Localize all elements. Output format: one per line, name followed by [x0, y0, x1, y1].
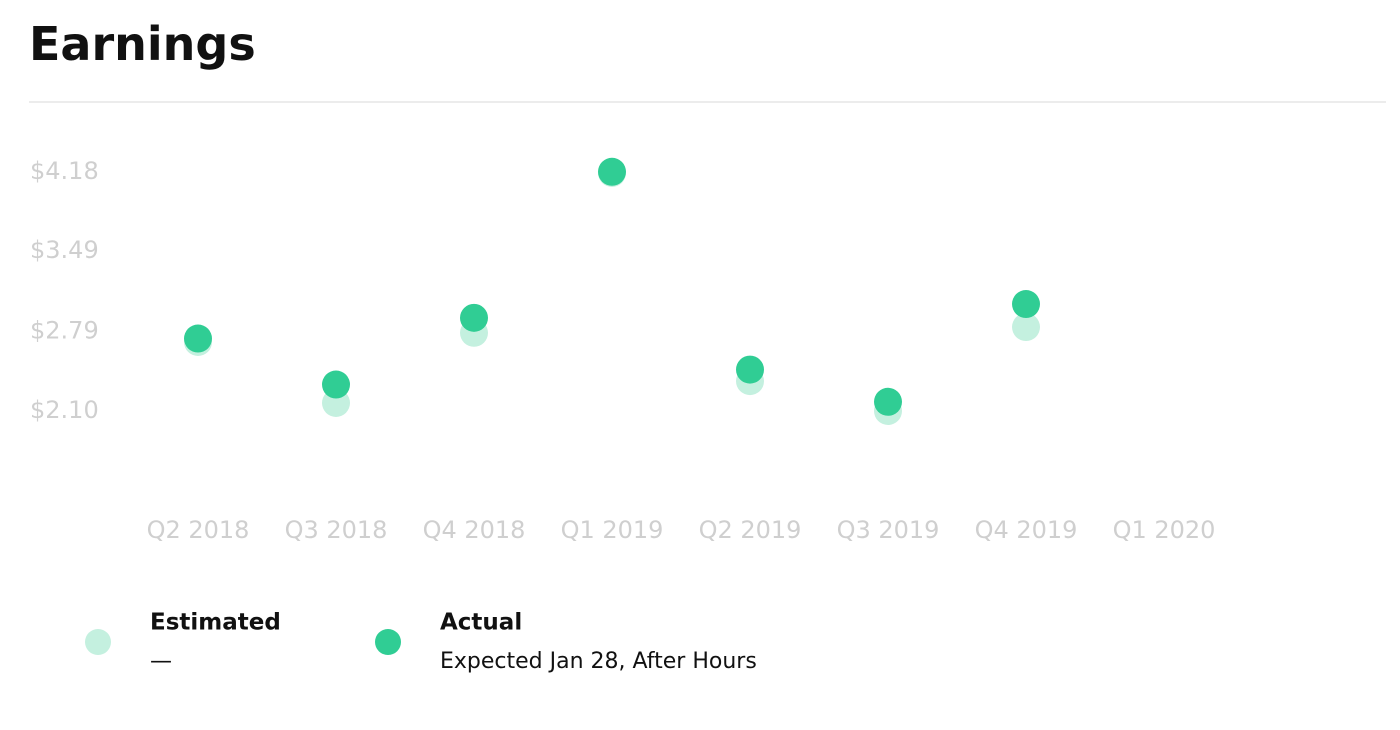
- legend-swatch: [375, 629, 401, 655]
- x-tick-label: Q2 2018: [147, 516, 250, 544]
- x-tick-label: Q4 2018: [423, 516, 526, 544]
- y-tick-label: $4.18: [30, 157, 99, 185]
- earnings-dot: [184, 324, 212, 353]
- earnings-dot: [736, 355, 764, 384]
- legend-swatch: [85, 629, 111, 655]
- x-tick-label: Q1 2019: [561, 516, 664, 544]
- x-tick-label: Q3 2019: [837, 516, 940, 544]
- x-tick-label: Q2 2019: [699, 516, 802, 544]
- y-tick-label: $2.79: [30, 317, 99, 345]
- chart-title: Earnings: [29, 17, 256, 71]
- legend-label: Estimated: [150, 610, 281, 636]
- earnings-dot: [322, 370, 350, 399]
- earnings-dot: [874, 387, 902, 416]
- x-tick-label: Q1 2020: [1113, 516, 1216, 544]
- legend-label: Actual: [440, 610, 522, 636]
- earnings-dot: [1012, 290, 1040, 319]
- earnings-dot: [1012, 313, 1040, 342]
- x-tick-label: Q3 2018: [285, 516, 388, 544]
- earnings-dot: [598, 157, 626, 186]
- y-tick-label: $2.10: [30, 396, 99, 424]
- x-tick-label: Q4 2019: [975, 516, 1078, 544]
- legend-note: —: [150, 649, 172, 674]
- legend-note: Expected Jan 28, After Hours: [440, 649, 757, 674]
- y-tick-label: $3.49: [30, 236, 99, 264]
- earnings-dot: [460, 303, 488, 332]
